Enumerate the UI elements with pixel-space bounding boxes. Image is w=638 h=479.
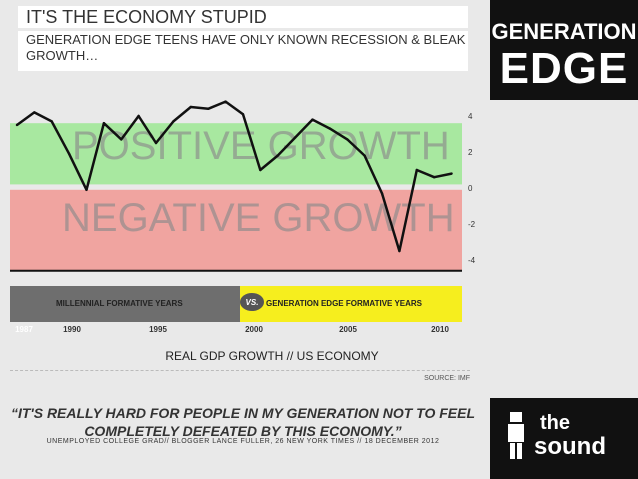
title-panel bbox=[18, 6, 468, 28]
x-tick-label-5: 2010 bbox=[431, 325, 449, 334]
gdp-chart: POSITIVE GROWTH NEGATIVE GROWTH 4 2 0 -2 -4 MIL… bbox=[10, 100, 476, 363]
x-tick-label-0: 1987 bbox=[15, 325, 33, 334]
era-label-millennial: MILLENNIAL FORMATIVE YEARS bbox=[56, 299, 183, 308]
gdp-point-2006 bbox=[346, 138, 349, 141]
divider bbox=[10, 370, 470, 371]
gdp-point-2001 bbox=[259, 168, 262, 172]
page-subtitle: GENERATION EDGE TEENS HAVE ONLY KNOWN RE… bbox=[26, 32, 466, 63]
x-axis-title: REAL GDP GROWTH // US ECONOMY bbox=[165, 349, 378, 363]
zone-label-negative: NEGATIVE GROWTH bbox=[62, 196, 455, 240]
y-tick-label-0: 4 bbox=[468, 112, 473, 121]
positive-zone bbox=[10, 123, 462, 185]
vs-badge bbox=[240, 293, 264, 311]
gdp-point-2005 bbox=[328, 127, 332, 130]
y-tick-label-3: -2 bbox=[468, 220, 476, 229]
gdp-point-1988 bbox=[33, 111, 36, 114]
gdp-point-2000 bbox=[241, 113, 245, 116]
gdp-point-1997 bbox=[189, 105, 192, 109]
x-tick-label-1: 1990 bbox=[63, 325, 81, 334]
brand-line-2: EDGE bbox=[499, 44, 629, 93]
gdp-point-2010 bbox=[415, 168, 418, 172]
gdp-point-2004 bbox=[311, 118, 314, 121]
gdp-point-2012 bbox=[450, 172, 453, 175]
gdp-point-2009 bbox=[398, 249, 401, 253]
x-tick-label-2: 1995 bbox=[149, 325, 167, 334]
era-bar-millennial bbox=[10, 286, 240, 322]
x-tick-label-3: 2000 bbox=[245, 325, 263, 334]
era-bar-edge bbox=[240, 286, 462, 322]
quote: “IT'S REALLY HARD FOR PEOPLE IN MY GENER… bbox=[10, 405, 476, 439]
negative-zone bbox=[10, 189, 462, 271]
gdp-series-line bbox=[16, 100, 452, 253]
y-tick-label-4: -4 bbox=[468, 256, 476, 265]
page-title: IT'S THE ECONOMY STUPID bbox=[26, 7, 267, 27]
era-label-edge: GENERATION EDGE FORMATIVE YEARS bbox=[266, 299, 423, 308]
zone-label-positive: POSITIVE GROWTH bbox=[72, 124, 450, 168]
gdp-point-1991 bbox=[85, 188, 88, 191]
gdp-point-1987 bbox=[15, 123, 19, 127]
gdp-point-1989 bbox=[50, 120, 53, 123]
brand-line-1: GENERATION bbox=[491, 19, 637, 44]
robot-figure-icon bbox=[508, 412, 524, 459]
source-note: SOURCE: IMF bbox=[424, 375, 470, 382]
brand-panel bbox=[490, 0, 638, 100]
vs-label: VS. bbox=[246, 298, 259, 307]
gdp-point-1996 bbox=[172, 120, 175, 123]
gdp-point-1999 bbox=[224, 100, 227, 103]
gdp-point-1993 bbox=[120, 138, 123, 141]
logo-line-1: the bbox=[540, 412, 570, 434]
gdp-point-1995 bbox=[154, 141, 158, 145]
gdp-point-1992 bbox=[102, 122, 106, 125]
logo-line-2: sound bbox=[534, 433, 606, 460]
y-tick-label-1: 2 bbox=[468, 148, 473, 157]
x-tick-label-4: 2005 bbox=[339, 325, 357, 334]
gdp-point-2003 bbox=[293, 136, 297, 139]
gdp-point-2002 bbox=[276, 154, 279, 157]
gdp-point-2011 bbox=[432, 176, 436, 179]
gdp-point-1994 bbox=[137, 114, 140, 118]
gdp-point-1990 bbox=[67, 152, 71, 155]
gdp-point-2008 bbox=[380, 192, 384, 195]
gdp-point-1998 bbox=[206, 107, 210, 110]
y-tick-label-2: 0 bbox=[468, 184, 473, 193]
quote-attribution: UNEMPLOYED COLLEGE GRAD// BLOGGER LANCE … bbox=[46, 438, 440, 445]
subtitle-panel bbox=[18, 31, 468, 71]
gdp-point-2007 bbox=[363, 154, 366, 157]
